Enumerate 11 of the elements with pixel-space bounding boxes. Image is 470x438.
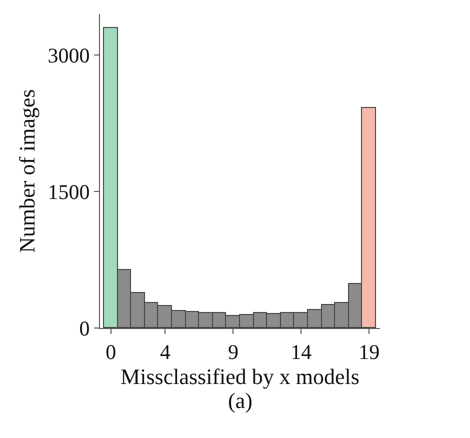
x-tick-label: 14: [290, 340, 312, 364]
text: (a): [228, 388, 252, 413]
y-tick-label: 3000: [48, 43, 90, 68]
y-axis-title: Number of images: [14, 89, 40, 253]
y-tick-label: 0: [79, 316, 90, 340]
x-tick-label: 9: [228, 340, 238, 364]
x-tick-label: 0: [106, 340, 116, 364]
y-tick-label: 1500: [48, 180, 90, 204]
x-axis-title: Missclassified by x models: [120, 364, 360, 390]
x-tick-label: 4: [160, 340, 171, 364]
x-tick-label: 19: [358, 340, 380, 364]
